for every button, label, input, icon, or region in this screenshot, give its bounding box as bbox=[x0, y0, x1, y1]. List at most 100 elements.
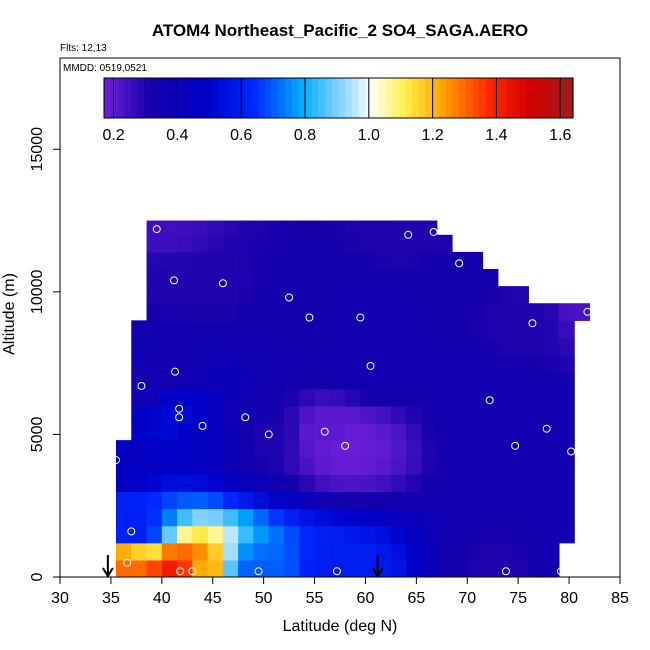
field-cell bbox=[207, 320, 224, 339]
field-cell bbox=[421, 474, 438, 493]
colorbar-swatch bbox=[539, 78, 547, 118]
field-cell bbox=[375, 220, 392, 236]
field-cell bbox=[558, 388, 575, 407]
colorbar-swatch bbox=[526, 78, 534, 118]
field-cell bbox=[161, 303, 178, 321]
colorbar-swatch bbox=[351, 78, 360, 118]
colorbar-swatch bbox=[117, 78, 125, 118]
field-cell bbox=[192, 440, 209, 458]
field-cell bbox=[268, 525, 285, 544]
field-cell bbox=[299, 286, 316, 304]
field-cell bbox=[253, 405, 270, 424]
field-cell bbox=[314, 220, 331, 236]
field-cell bbox=[543, 320, 560, 339]
field-cell bbox=[482, 423, 499, 441]
colorbar-tick-label: 1.6 bbox=[549, 127, 571, 144]
field-cell bbox=[146, 354, 163, 373]
field-cell bbox=[131, 457, 148, 475]
field-cell bbox=[345, 525, 361, 544]
field-cell bbox=[238, 286, 255, 304]
field-cell bbox=[314, 286, 331, 304]
sample-point bbox=[285, 293, 294, 302]
field-cell bbox=[360, 457, 377, 475]
colorbar-swatch bbox=[104, 78, 112, 118]
field-cell bbox=[574, 303, 591, 321]
field-cell bbox=[268, 320, 285, 339]
field-cell bbox=[284, 320, 300, 339]
field-cell bbox=[329, 525, 346, 544]
field-cell bbox=[390, 251, 407, 270]
field-cell bbox=[360, 251, 377, 270]
colorbar-swatch bbox=[345, 78, 353, 118]
field-cell bbox=[513, 508, 529, 527]
field-cell bbox=[543, 423, 560, 441]
field-cell bbox=[345, 220, 361, 236]
field-cell bbox=[345, 320, 361, 339]
field-cell bbox=[222, 220, 239, 236]
field-cell bbox=[161, 388, 178, 407]
field-cell bbox=[482, 525, 499, 544]
field-cell bbox=[452, 457, 468, 475]
sample-point bbox=[188, 567, 197, 576]
field-cell bbox=[299, 388, 316, 407]
field-cell bbox=[513, 371, 529, 390]
colorbar-swatch bbox=[204, 78, 212, 118]
field-cell bbox=[192, 542, 209, 561]
sample-point bbox=[404, 230, 413, 239]
field-cell bbox=[299, 303, 316, 321]
field-cell bbox=[192, 286, 209, 304]
field-cell bbox=[146, 371, 163, 390]
field-cell bbox=[543, 457, 560, 475]
sample-point bbox=[152, 225, 161, 234]
field-cell bbox=[177, 251, 193, 270]
field-cell bbox=[299, 234, 316, 253]
field-cell bbox=[360, 542, 377, 561]
field-cell bbox=[421, 508, 438, 527]
field-cell bbox=[253, 269, 270, 287]
colorbar-swatch bbox=[358, 78, 366, 118]
colorbar-swatch bbox=[150, 78, 159, 118]
field-cell bbox=[268, 423, 285, 441]
field-cell bbox=[543, 337, 560, 356]
colorbar: 0.2 0.4 0.6 0.8 1.0 1.2 1.4 1.6 bbox=[102, 77, 574, 144]
flights-label: Flts: 12,13 bbox=[60, 43, 107, 54]
field-cell bbox=[299, 320, 316, 339]
field-cell bbox=[192, 320, 209, 339]
colorbar-swatch bbox=[124, 78, 132, 118]
field-cell bbox=[406, 440, 423, 458]
field-cell bbox=[482, 440, 499, 458]
colorbar-swatch bbox=[271, 78, 279, 118]
colorbar-swatch bbox=[224, 78, 232, 118]
field-cell bbox=[436, 234, 453, 253]
colorbar-swatch bbox=[318, 78, 326, 118]
mmdd-label: MMDD: 0519,0521 bbox=[63, 63, 147, 74]
field-cell bbox=[207, 474, 224, 493]
field-cell bbox=[406, 251, 423, 270]
field-cell bbox=[467, 354, 484, 373]
field-cell bbox=[329, 337, 346, 356]
field-cell bbox=[360, 303, 377, 321]
field-cell bbox=[268, 508, 285, 527]
field-cell bbox=[207, 220, 224, 236]
x-tick-label: 30 bbox=[51, 590, 69, 607]
field-cell bbox=[192, 220, 209, 236]
field-cell bbox=[421, 371, 438, 390]
field-cell bbox=[222, 388, 239, 407]
sample-point bbox=[171, 367, 180, 376]
field-cell bbox=[390, 371, 407, 390]
field-cell bbox=[207, 525, 224, 544]
field-cell bbox=[207, 303, 224, 321]
field-cell bbox=[513, 457, 529, 475]
field-cell bbox=[329, 220, 346, 236]
field-cell bbox=[375, 303, 392, 321]
field-cell bbox=[299, 440, 316, 458]
field-cell bbox=[146, 251, 163, 270]
x-tick-label: 55 bbox=[306, 590, 324, 607]
field-cell bbox=[299, 405, 316, 424]
field-cell bbox=[452, 423, 468, 441]
colorbar-swatch bbox=[506, 78, 514, 118]
field-cell bbox=[452, 269, 468, 287]
sample-point bbox=[176, 567, 185, 576]
field-cell bbox=[314, 337, 331, 356]
colorbar-swatch bbox=[372, 78, 380, 118]
